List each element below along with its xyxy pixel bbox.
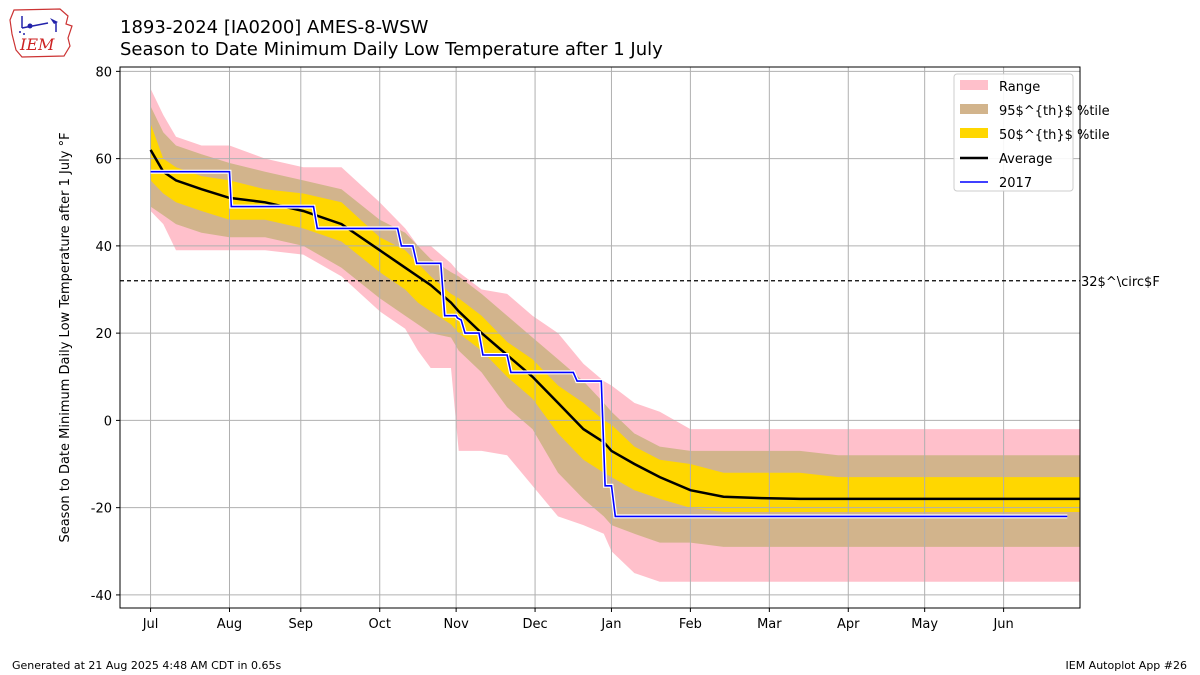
- x-tick-label: Aug: [217, 617, 242, 632]
- legend-label: 50$^{th}$ %tile: [999, 128, 1110, 143]
- reference-line-label: 32$^\circ$F: [1081, 275, 1160, 290]
- legend-label: 95$^{th}$ %tile: [999, 104, 1110, 119]
- chart-subtitle: Season to Date Minimum Daily Low Tempera…: [120, 39, 663, 60]
- autoplot-app-label: IEM Autoplot App #26: [1065, 659, 1188, 672]
- y-tick-label: 60: [95, 153, 112, 168]
- y-tick-label: -40: [91, 589, 112, 604]
- y-tick-label: 0: [104, 414, 112, 429]
- legend-swatch: [960, 80, 988, 90]
- generated-timestamp: Generated at 21 Aug 2025 4:48 AM CDT in …: [12, 659, 282, 672]
- band-layer: [150, 88, 1081, 582]
- x-tick-label: Jan: [600, 617, 621, 632]
- plot-frame: [119, 66, 1081, 609]
- y-tick-label: -20: [91, 502, 112, 517]
- y-tick-label: 20: [95, 327, 112, 342]
- legend-label: Average: [999, 152, 1052, 167]
- y-tick-label: 80: [95, 65, 112, 80]
- axes-layer: 32$^\circ$F -40 -20 0 20 40 60 80 Jul Aug Sep Oct No…: [58, 65, 1160, 632]
- legend-box: [953, 73, 1074, 192]
- x-tick-label: Sep: [289, 617, 314, 632]
- chart-title: 1893-2024 [IA0200] AMES-8-WSW: [120, 17, 429, 38]
- x-tick-label: Jun: [992, 617, 1013, 632]
- x-tick-label: Jul: [142, 617, 159, 632]
- year-2017-line: [150, 170, 1068, 518]
- legend-swatch: [960, 128, 988, 138]
- y-axis-label: Season to Date Minimum Daily Low Tempera…: [58, 132, 73, 542]
- x-tick-label: Oct: [368, 617, 390, 632]
- x-tick-label: Dec: [522, 617, 547, 632]
- legend-label: Range: [999, 80, 1040, 95]
- p50-band: [150, 123, 1081, 512]
- x-tick-label: May: [911, 617, 938, 632]
- line-layer: [120, 149, 1080, 519]
- y-tick-label: 40: [95, 240, 112, 255]
- logo-text: IEM: [19, 35, 55, 54]
- legend-swatch: [960, 104, 988, 114]
- x-tick-label: Apr: [837, 617, 860, 632]
- legend-label: 2017: [999, 176, 1032, 191]
- x-tick-label: Mar: [757, 617, 782, 632]
- x-tick-label: Nov: [443, 617, 469, 632]
- legend: Range 95$^{th}$ %tile 50$^{th}$ %tile Avera…: [953, 73, 1110, 192]
- iem-logo: IEM: [9, 8, 73, 58]
- x-tick-label: Feb: [679, 617, 702, 632]
